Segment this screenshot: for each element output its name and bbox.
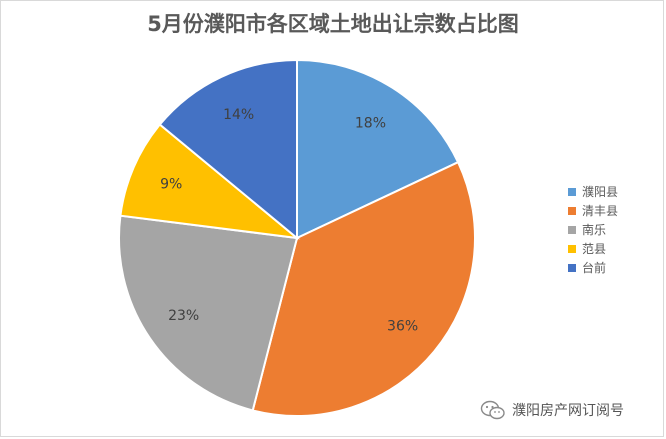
data-label-3: 23% bbox=[168, 308, 199, 324]
legend: 濮阳县清丰县南乐范县台前 bbox=[568, 182, 618, 277]
legend-swatch bbox=[568, 187, 576, 196]
pie-slices bbox=[117, 58, 476, 417]
legend-swatch bbox=[568, 225, 576, 234]
data-label-5: 14% bbox=[223, 107, 254, 123]
data-label-1: 18% bbox=[355, 115, 386, 131]
legend-item-5: 台前 bbox=[568, 258, 618, 277]
legend-item-3: 南乐 bbox=[568, 220, 618, 239]
legend-label: 清丰县 bbox=[582, 204, 619, 218]
wechat-icon bbox=[480, 400, 505, 420]
legend-swatch bbox=[568, 244, 576, 253]
legend-label: 濮阳县 bbox=[582, 185, 619, 199]
pie-slice-2 bbox=[251, 160, 476, 417]
pie-data-labels: 18% 36% 23% 9% 14% bbox=[160, 107, 418, 334]
watermark: 濮阳房产网订阅号 bbox=[480, 400, 624, 420]
legend-label: 范县 bbox=[582, 242, 607, 256]
legend-swatch bbox=[568, 263, 576, 272]
legend-label: 南乐 bbox=[582, 223, 607, 237]
legend-label: 台前 bbox=[582, 261, 607, 275]
pie-slice-1 bbox=[296, 58, 460, 240]
legend-item-1: 濮阳县 bbox=[568, 182, 618, 201]
watermark-text: 濮阳房产网订阅号 bbox=[512, 403, 624, 419]
pie-slice-5 bbox=[158, 58, 298, 241]
chart-title: 5月份濮阳市各区域土地出让宗数占比图 bbox=[147, 12, 519, 36]
legend-swatch bbox=[568, 206, 576, 215]
pie-slice-3 bbox=[117, 214, 299, 412]
data-label-4: 9% bbox=[160, 177, 182, 193]
data-label-2: 36% bbox=[387, 318, 418, 334]
legend-item-2: 清丰县 bbox=[568, 201, 618, 220]
legend-item-4: 范县 bbox=[568, 239, 618, 258]
pie-slice-4 bbox=[119, 123, 301, 240]
